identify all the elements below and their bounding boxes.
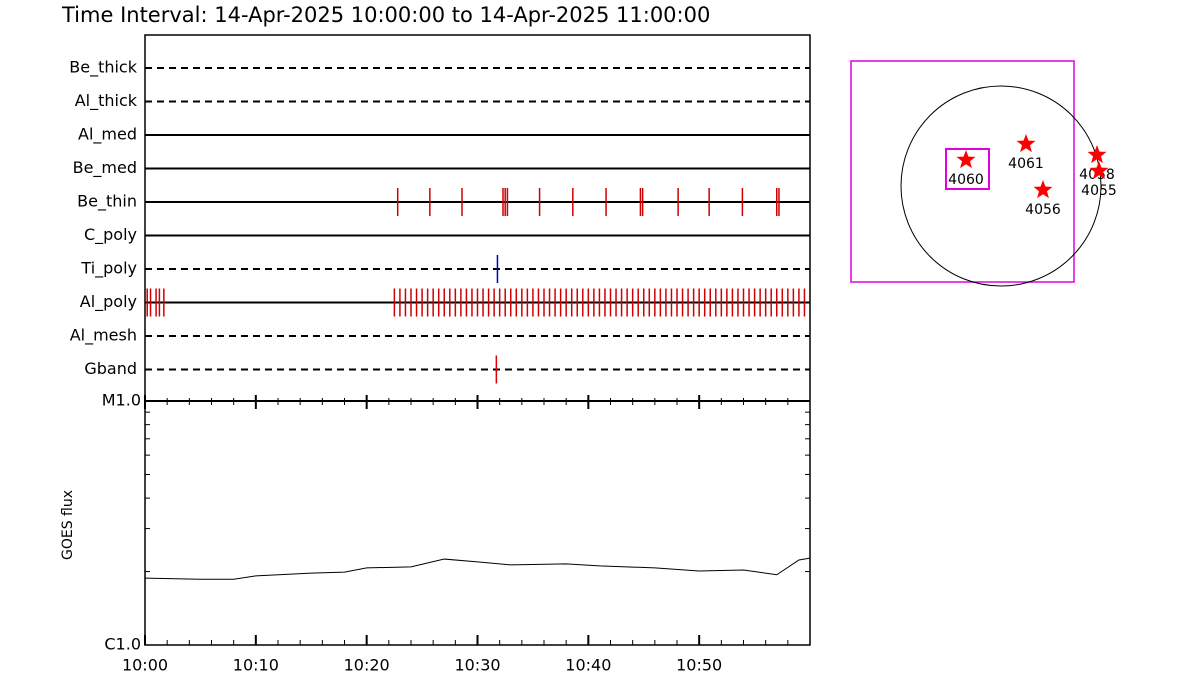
x-tick-label: 10:50 — [676, 656, 722, 675]
row-label: Be_thick — [69, 58, 137, 78]
x-tick-label: 10:20 — [344, 656, 390, 675]
row-label: Gband — [84, 359, 137, 378]
region-star — [1087, 145, 1107, 164]
plot-frame — [144, 34, 811, 646]
y-tick-label: M1.0 — [102, 391, 141, 410]
row-label: Al_med — [78, 125, 137, 145]
row-label: C_poly — [84, 225, 137, 245]
row-label: Be_thin — [77, 192, 137, 212]
target-box — [945, 148, 990, 190]
region-star — [1033, 180, 1053, 199]
region-label: 4060 — [948, 172, 984, 188]
row-label: Al_thick — [75, 91, 138, 111]
row-label: Be_med — [73, 158, 137, 178]
region-star — [956, 150, 976, 169]
x-tick-label: 10:10 — [233, 656, 279, 675]
title: Time Interval: 14-Apr-2025 10:00:00 to 1… — [61, 3, 710, 27]
region-label: 4056 — [1025, 202, 1061, 218]
x-tick-label: 10:40 — [565, 656, 611, 675]
row-label: Ti_poly — [80, 259, 137, 279]
region-star — [1016, 134, 1036, 153]
x-tick-label: 10:30 — [454, 656, 500, 675]
goes-curve — [144, 557, 811, 580]
row-label: Al_mesh — [70, 326, 137, 346]
region-star — [1089, 161, 1109, 180]
region-label: 4061 — [1008, 156, 1044, 172]
x-tick-label: 10:00 — [122, 656, 168, 675]
y-tick-label: C1.0 — [104, 635, 141, 654]
context-map — [850, 60, 1102, 287]
row-label: Al_poly — [80, 292, 137, 312]
y-axis-label: GOES flux — [60, 490, 76, 560]
solar-limb — [900, 85, 1102, 287]
fov-box — [850, 60, 1075, 283]
region-label: 4055 — [1081, 183, 1117, 199]
